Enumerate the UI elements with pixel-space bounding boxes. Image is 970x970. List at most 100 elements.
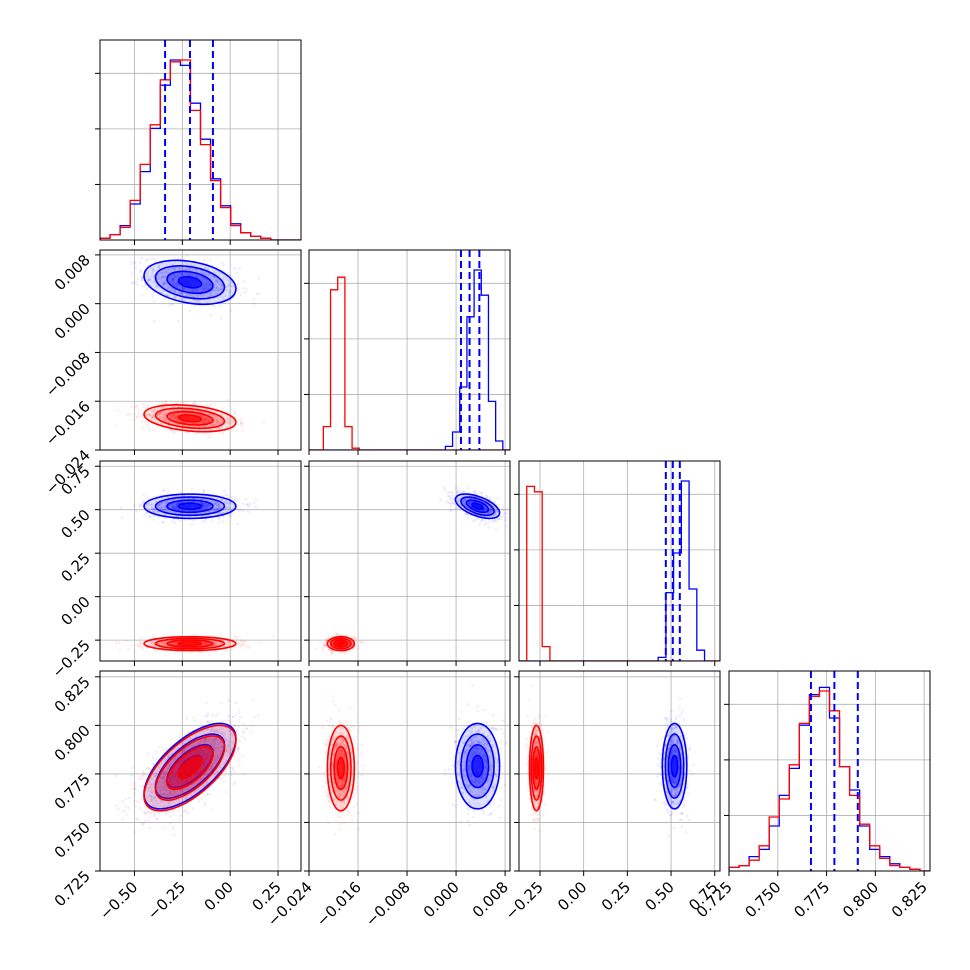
scatter-point — [208, 283, 211, 287]
scatter-point — [212, 507, 215, 511]
scatter-point — [172, 431, 176, 435]
scatter-point — [213, 276, 216, 279]
scatter-point — [162, 643, 166, 646]
scatter-point — [200, 501, 204, 505]
scatter-point — [201, 503, 205, 507]
scatter-point — [206, 642, 209, 645]
scatter-point — [205, 412, 208, 415]
scatter-point — [254, 497, 258, 501]
scatter-point — [155, 285, 158, 288]
scatter-point — [473, 489, 477, 493]
scatter-point — [212, 421, 215, 425]
scatter-point — [148, 278, 152, 282]
scatter-point — [158, 506, 161, 509]
scatter-point — [451, 501, 455, 504]
scatter-point — [188, 309, 192, 313]
scatter-point — [205, 417, 209, 420]
scatter-point — [222, 519, 225, 523]
scatter-point — [463, 503, 467, 506]
scatter-point — [152, 300, 156, 303]
scatter-point — [138, 503, 141, 506]
scatter-point — [138, 261, 142, 265]
scatter-point — [129, 260, 133, 264]
scatter-point — [160, 641, 163, 645]
scatter-point — [192, 402, 196, 406]
scatter-point — [175, 503, 178, 506]
scatter-point — [200, 650, 204, 654]
scatter-point — [204, 286, 208, 289]
scatter-point — [448, 490, 452, 494]
scatter-point — [489, 507, 493, 510]
scatter-point — [203, 278, 207, 281]
scatter-point — [212, 509, 216, 512]
scatter-point — [222, 296, 225, 299]
scatter-point — [188, 263, 191, 266]
scatter-point — [146, 279, 150, 282]
scatter-point — [167, 267, 171, 271]
scatter-point — [156, 511, 159, 514]
scatter-point — [128, 796, 131, 800]
scatter-point — [119, 648, 122, 651]
scatter-point — [243, 640, 247, 644]
scatter-point — [241, 429, 244, 433]
scatter-point — [462, 500, 466, 503]
scatter-point — [189, 293, 193, 297]
scatter-point — [209, 293, 213, 296]
scatter-point — [206, 419, 210, 422]
scatter-point — [149, 503, 152, 507]
panel-frame — [308, 460, 511, 662]
scatter-point — [172, 507, 176, 510]
scatter-point — [202, 502, 205, 506]
scatter-point — [164, 644, 167, 647]
scatter-point — [176, 275, 180, 279]
scatter-point — [456, 500, 460, 503]
scatter-point — [213, 269, 216, 273]
scatter-point — [196, 275, 199, 279]
scatter-point — [497, 517, 501, 520]
scatter-point — [155, 284, 159, 287]
scatter-point — [163, 282, 166, 285]
scatter-point — [178, 519, 182, 522]
scatter-point — [149, 507, 153, 510]
scatter-point — [236, 287, 240, 291]
scatter-point — [489, 510, 493, 513]
scatter-point — [159, 503, 162, 506]
scatter-point — [203, 421, 207, 424]
scatter-point — [142, 405, 146, 409]
scatter-point — [171, 278, 175, 281]
scatter-point — [207, 420, 211, 423]
scatter-point — [247, 505, 251, 508]
scatter-point — [205, 641, 209, 645]
scatter-point — [224, 294, 227, 298]
scatter-point — [175, 503, 178, 506]
scatter-point — [219, 632, 222, 635]
scatter-point — [192, 288, 196, 291]
scatter-point — [149, 414, 152, 417]
scatter-point — [476, 517, 480, 521]
scatter-point — [248, 645, 251, 648]
scatter-point — [161, 410, 164, 414]
scatter-point — [176, 419, 180, 422]
scatter-point — [493, 520, 497, 523]
scatter-point — [176, 257, 180, 261]
scatter-point — [223, 500, 227, 503]
scatter-point — [192, 509, 195, 512]
scatter-point — [200, 497, 203, 501]
scatter-point — [170, 505, 174, 508]
scatter-point — [164, 282, 167, 286]
scatter-point — [191, 273, 195, 277]
scatter-point — [463, 498, 466, 501]
scatter-point — [146, 511, 149, 515]
scatter-point — [163, 298, 166, 301]
scatter-point — [209, 435, 213, 439]
scatter-point — [140, 644, 143, 648]
scatter-point — [215, 419, 219, 422]
scatter-point — [208, 280, 211, 284]
scatter-point — [193, 304, 197, 308]
scatter-point — [162, 271, 165, 275]
scatter-point — [453, 503, 457, 506]
scatter-point — [201, 416, 205, 420]
scatter-point — [213, 423, 217, 427]
scatter-point — [208, 420, 211, 423]
scatter-point — [207, 268, 210, 271]
